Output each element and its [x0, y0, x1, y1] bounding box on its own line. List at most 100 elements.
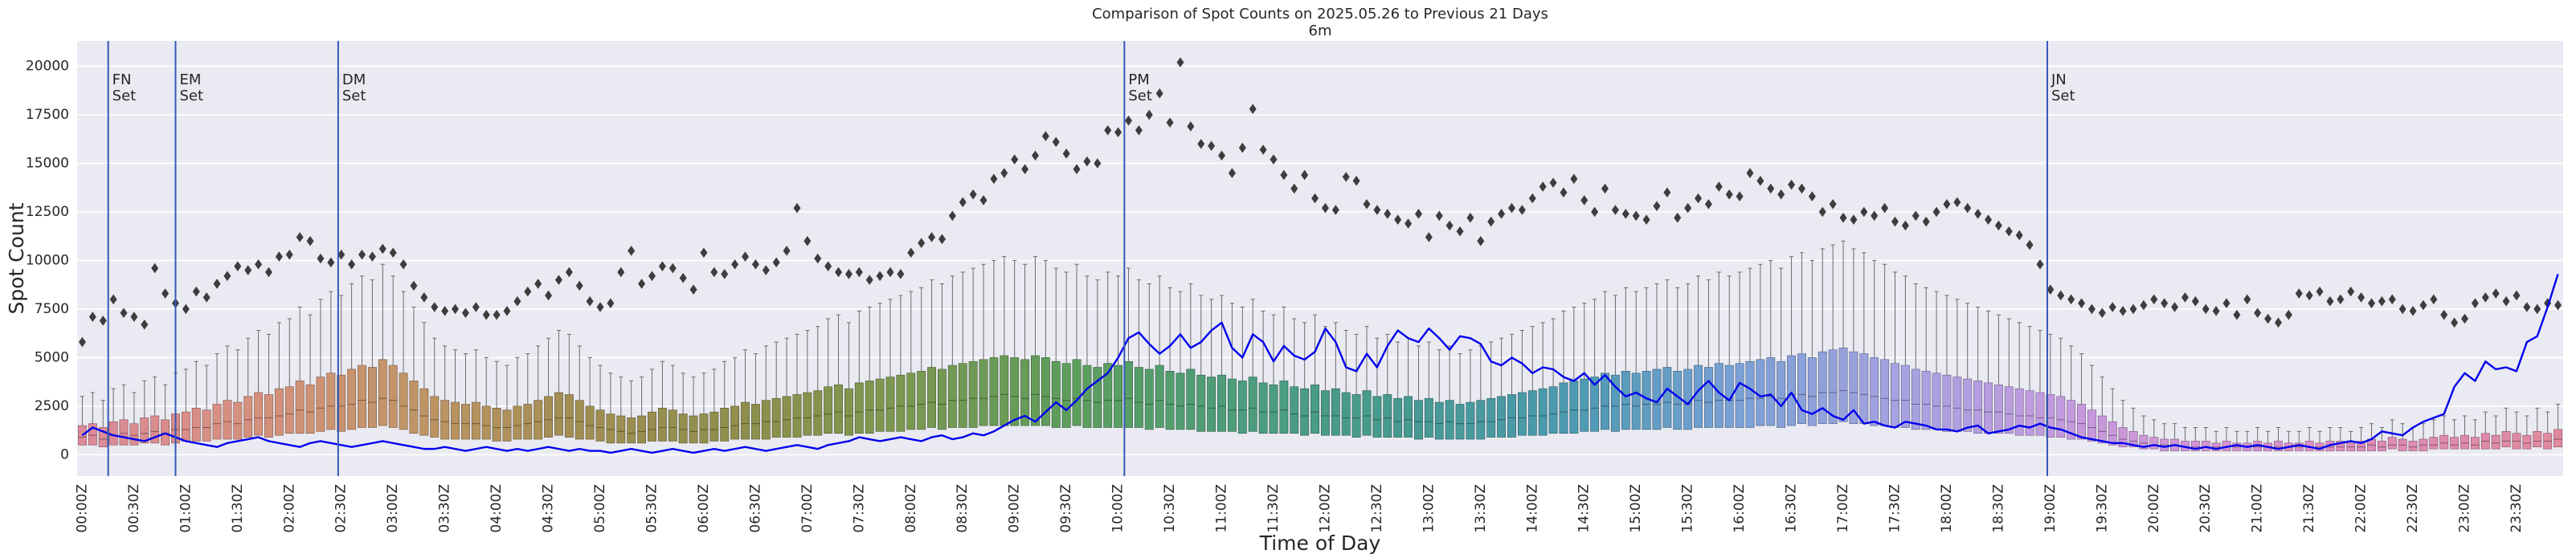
box: [1196, 374, 1206, 432]
outlier: [378, 243, 386, 255]
outlier: [2129, 303, 2137, 315]
outlier: [503, 306, 511, 316]
today-line: [81, 274, 2559, 454]
box: [1434, 401, 1444, 440]
box: [534, 400, 543, 440]
box: [1631, 373, 1641, 430]
box: [1548, 386, 1558, 434]
chart-subtitle: 6m: [1309, 22, 1332, 39]
outlier: [1953, 197, 1961, 208]
box: [1134, 367, 1143, 428]
box: [409, 381, 419, 434]
y-tick-label: 0: [60, 446, 69, 462]
x-tick-label: 20:30Z: [2198, 484, 2214, 533]
outlier: [2057, 290, 2065, 301]
outlier: [679, 272, 687, 283]
box: [295, 381, 305, 434]
box: [2357, 441, 2366, 451]
outlier: [141, 319, 149, 330]
outlier: [648, 271, 656, 282]
outlier: [2440, 309, 2448, 320]
outlier: [897, 269, 905, 279]
outlier: [420, 292, 428, 303]
box: [451, 401, 460, 440]
x-tick-label: 22:30Z: [2405, 484, 2421, 533]
box: [2377, 441, 2386, 451]
outlier: [1808, 191, 1816, 202]
box: [1103, 363, 1113, 428]
box: [1165, 371, 1175, 430]
outlier: [1197, 138, 1205, 149]
box: [2470, 437, 2480, 450]
x-tick-label: 01:30Z: [230, 484, 246, 533]
event-label: Set: [179, 88, 203, 104]
outlier: [2305, 290, 2313, 301]
box: [875, 378, 885, 432]
outlier: [1352, 175, 1360, 186]
outlier: [1570, 173, 1578, 185]
y-tick-label: 7500: [35, 301, 69, 317]
box: [2450, 437, 2459, 450]
y-tick-label: 5000: [35, 349, 69, 365]
outlier: [638, 279, 646, 289]
outlier: [1994, 220, 2002, 231]
box: [1000, 355, 1009, 426]
box: [1497, 396, 1507, 438]
outlier: [2243, 294, 2251, 305]
outlier: [452, 303, 460, 315]
box: [274, 388, 284, 436]
box: [88, 423, 97, 446]
box: [2408, 441, 2418, 451]
outlier: [1788, 179, 1796, 190]
x-tick-label: 12:00Z: [1317, 484, 1333, 533]
outlier: [534, 279, 542, 289]
box: [2149, 437, 2159, 450]
box: [1237, 381, 1247, 434]
outlier: [1425, 232, 1433, 242]
outlier: [1176, 57, 1184, 67]
box: [399, 373, 408, 430]
outlier: [2108, 302, 2116, 312]
y-tick-label: 2500: [35, 398, 69, 414]
x-tick-label: 09:30Z: [1058, 484, 1074, 533]
outlier: [306, 235, 314, 246]
box: [947, 365, 957, 428]
outlier: [2026, 239, 2034, 250]
box: [544, 396, 554, 438]
box: [1838, 348, 1848, 422]
outlier: [1932, 206, 1940, 218]
box: [958, 363, 967, 428]
outlier: [814, 253, 822, 264]
box: [378, 359, 387, 426]
event-label: FN: [112, 71, 132, 88]
box: [2087, 409, 2096, 442]
box: [1279, 381, 1289, 434]
outlier: [399, 259, 407, 270]
outlier: [1405, 218, 1413, 229]
box: [523, 404, 533, 440]
outlier: [2347, 286, 2355, 297]
box: [1694, 365, 1703, 428]
box: [720, 408, 730, 442]
box: [824, 386, 833, 434]
outlier: [120, 308, 128, 319]
box: [1114, 365, 1123, 428]
outlier: [2274, 317, 2282, 328]
outlier: [1218, 150, 1226, 161]
x-tick-label: 11:30Z: [1266, 484, 1282, 533]
box: [1507, 394, 1516, 438]
box: [637, 415, 647, 444]
outlier: [78, 336, 86, 348]
outlier: [358, 249, 366, 260]
outlier: [1736, 191, 1744, 202]
outlier: [1663, 187, 1671, 198]
outlier: [2471, 298, 2479, 308]
box: [1662, 367, 1672, 428]
box: [1745, 360, 1755, 428]
box: [1973, 381, 1983, 434]
box: [2491, 434, 2500, 450]
box: [233, 401, 243, 440]
box: [1828, 349, 1838, 424]
x-tick-label: 02:00Z: [281, 484, 297, 533]
box: [927, 367, 937, 428]
